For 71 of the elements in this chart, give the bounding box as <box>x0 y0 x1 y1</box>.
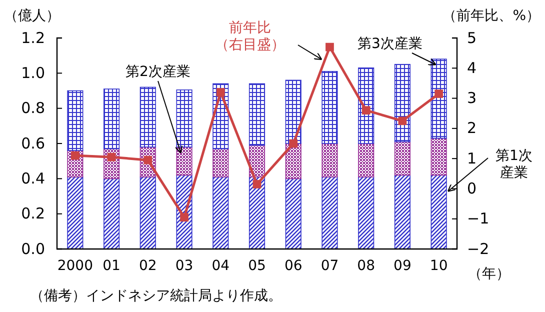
bar <box>212 148 229 178</box>
point <box>398 116 407 126</box>
y2-tick-label: 1 <box>467 149 477 168</box>
x-tick-label: 08 <box>357 258 376 274</box>
y2-tick-label: −2 <box>467 240 490 258</box>
point <box>216 88 225 96</box>
bar <box>67 176 84 250</box>
bar <box>358 176 374 250</box>
y2-tick-label: 4 <box>467 58 477 77</box>
text: 第2次産業 <box>126 64 190 80</box>
bar <box>394 141 410 176</box>
y2-tick-label: −1 <box>467 210 490 228</box>
bar <box>67 90 84 151</box>
y2-tick-label: 5 <box>467 28 477 47</box>
y-tick-label: 1.0 <box>21 64 45 82</box>
bar <box>104 88 120 150</box>
bar <box>212 176 229 250</box>
point <box>71 151 80 160</box>
y-tick-label: 0.6 <box>21 134 45 152</box>
bar <box>322 143 338 178</box>
y-tick-label: 0.4 <box>21 169 45 188</box>
bar <box>176 89 192 148</box>
y2-tick-label: 3 <box>467 89 477 108</box>
y-tick-label: 1.2 <box>21 28 45 47</box>
point <box>180 213 188 222</box>
series-label: 第3次産業 <box>358 36 422 52</box>
point <box>107 152 116 162</box>
bar <box>285 178 302 250</box>
bar <box>248 176 266 250</box>
text: （備考）インドネシア統計局より作成。 <box>30 288 282 304</box>
bar <box>176 146 192 176</box>
point <box>326 42 334 52</box>
text: 第1次産業 <box>496 148 532 181</box>
bar <box>322 176 338 250</box>
x-tick-label: 10 <box>430 258 448 274</box>
x-tick-label: 05 <box>248 258 266 274</box>
x-tick-label: 2000 <box>57 258 93 274</box>
y2-tick-label: 2 <box>467 119 477 138</box>
bar <box>140 176 156 250</box>
bar <box>248 83 266 146</box>
y-axis-title: （億人） <box>4 8 60 24</box>
bar <box>430 58 447 139</box>
bar <box>358 67 374 144</box>
bar <box>248 144 266 178</box>
bar <box>140 86 156 148</box>
x-tick-label: 02 <box>138 258 157 274</box>
text: 前年比（右目盛） <box>215 20 285 53</box>
bar <box>322 71 338 144</box>
x-tick-label: 07 <box>320 258 339 274</box>
bar <box>430 138 447 176</box>
x-axis-title: （年） <box>468 266 510 282</box>
y-tick-label: 0.2 <box>21 204 45 223</box>
point <box>434 90 443 98</box>
y2-tick-label: 0 <box>467 180 477 198</box>
y-tick-label: 0.0 <box>21 240 45 258</box>
point <box>252 180 262 188</box>
x-tick-label: 01 <box>102 258 120 274</box>
x-tick-label: 04 <box>212 258 230 274</box>
x-tick-label: 09 <box>394 258 412 274</box>
y2-axis-title: （前年比、%） <box>442 8 540 24</box>
bar <box>394 174 410 250</box>
bar <box>285 80 302 144</box>
x-tick-label: 06 <box>284 258 302 274</box>
bar <box>394 64 410 142</box>
point <box>289 139 298 148</box>
bar <box>358 143 374 178</box>
x-tick-label: 03 <box>175 258 194 274</box>
bar <box>430 174 447 250</box>
point <box>362 106 370 115</box>
y-tick-label: 0.8 <box>21 99 45 118</box>
bar <box>104 178 120 250</box>
